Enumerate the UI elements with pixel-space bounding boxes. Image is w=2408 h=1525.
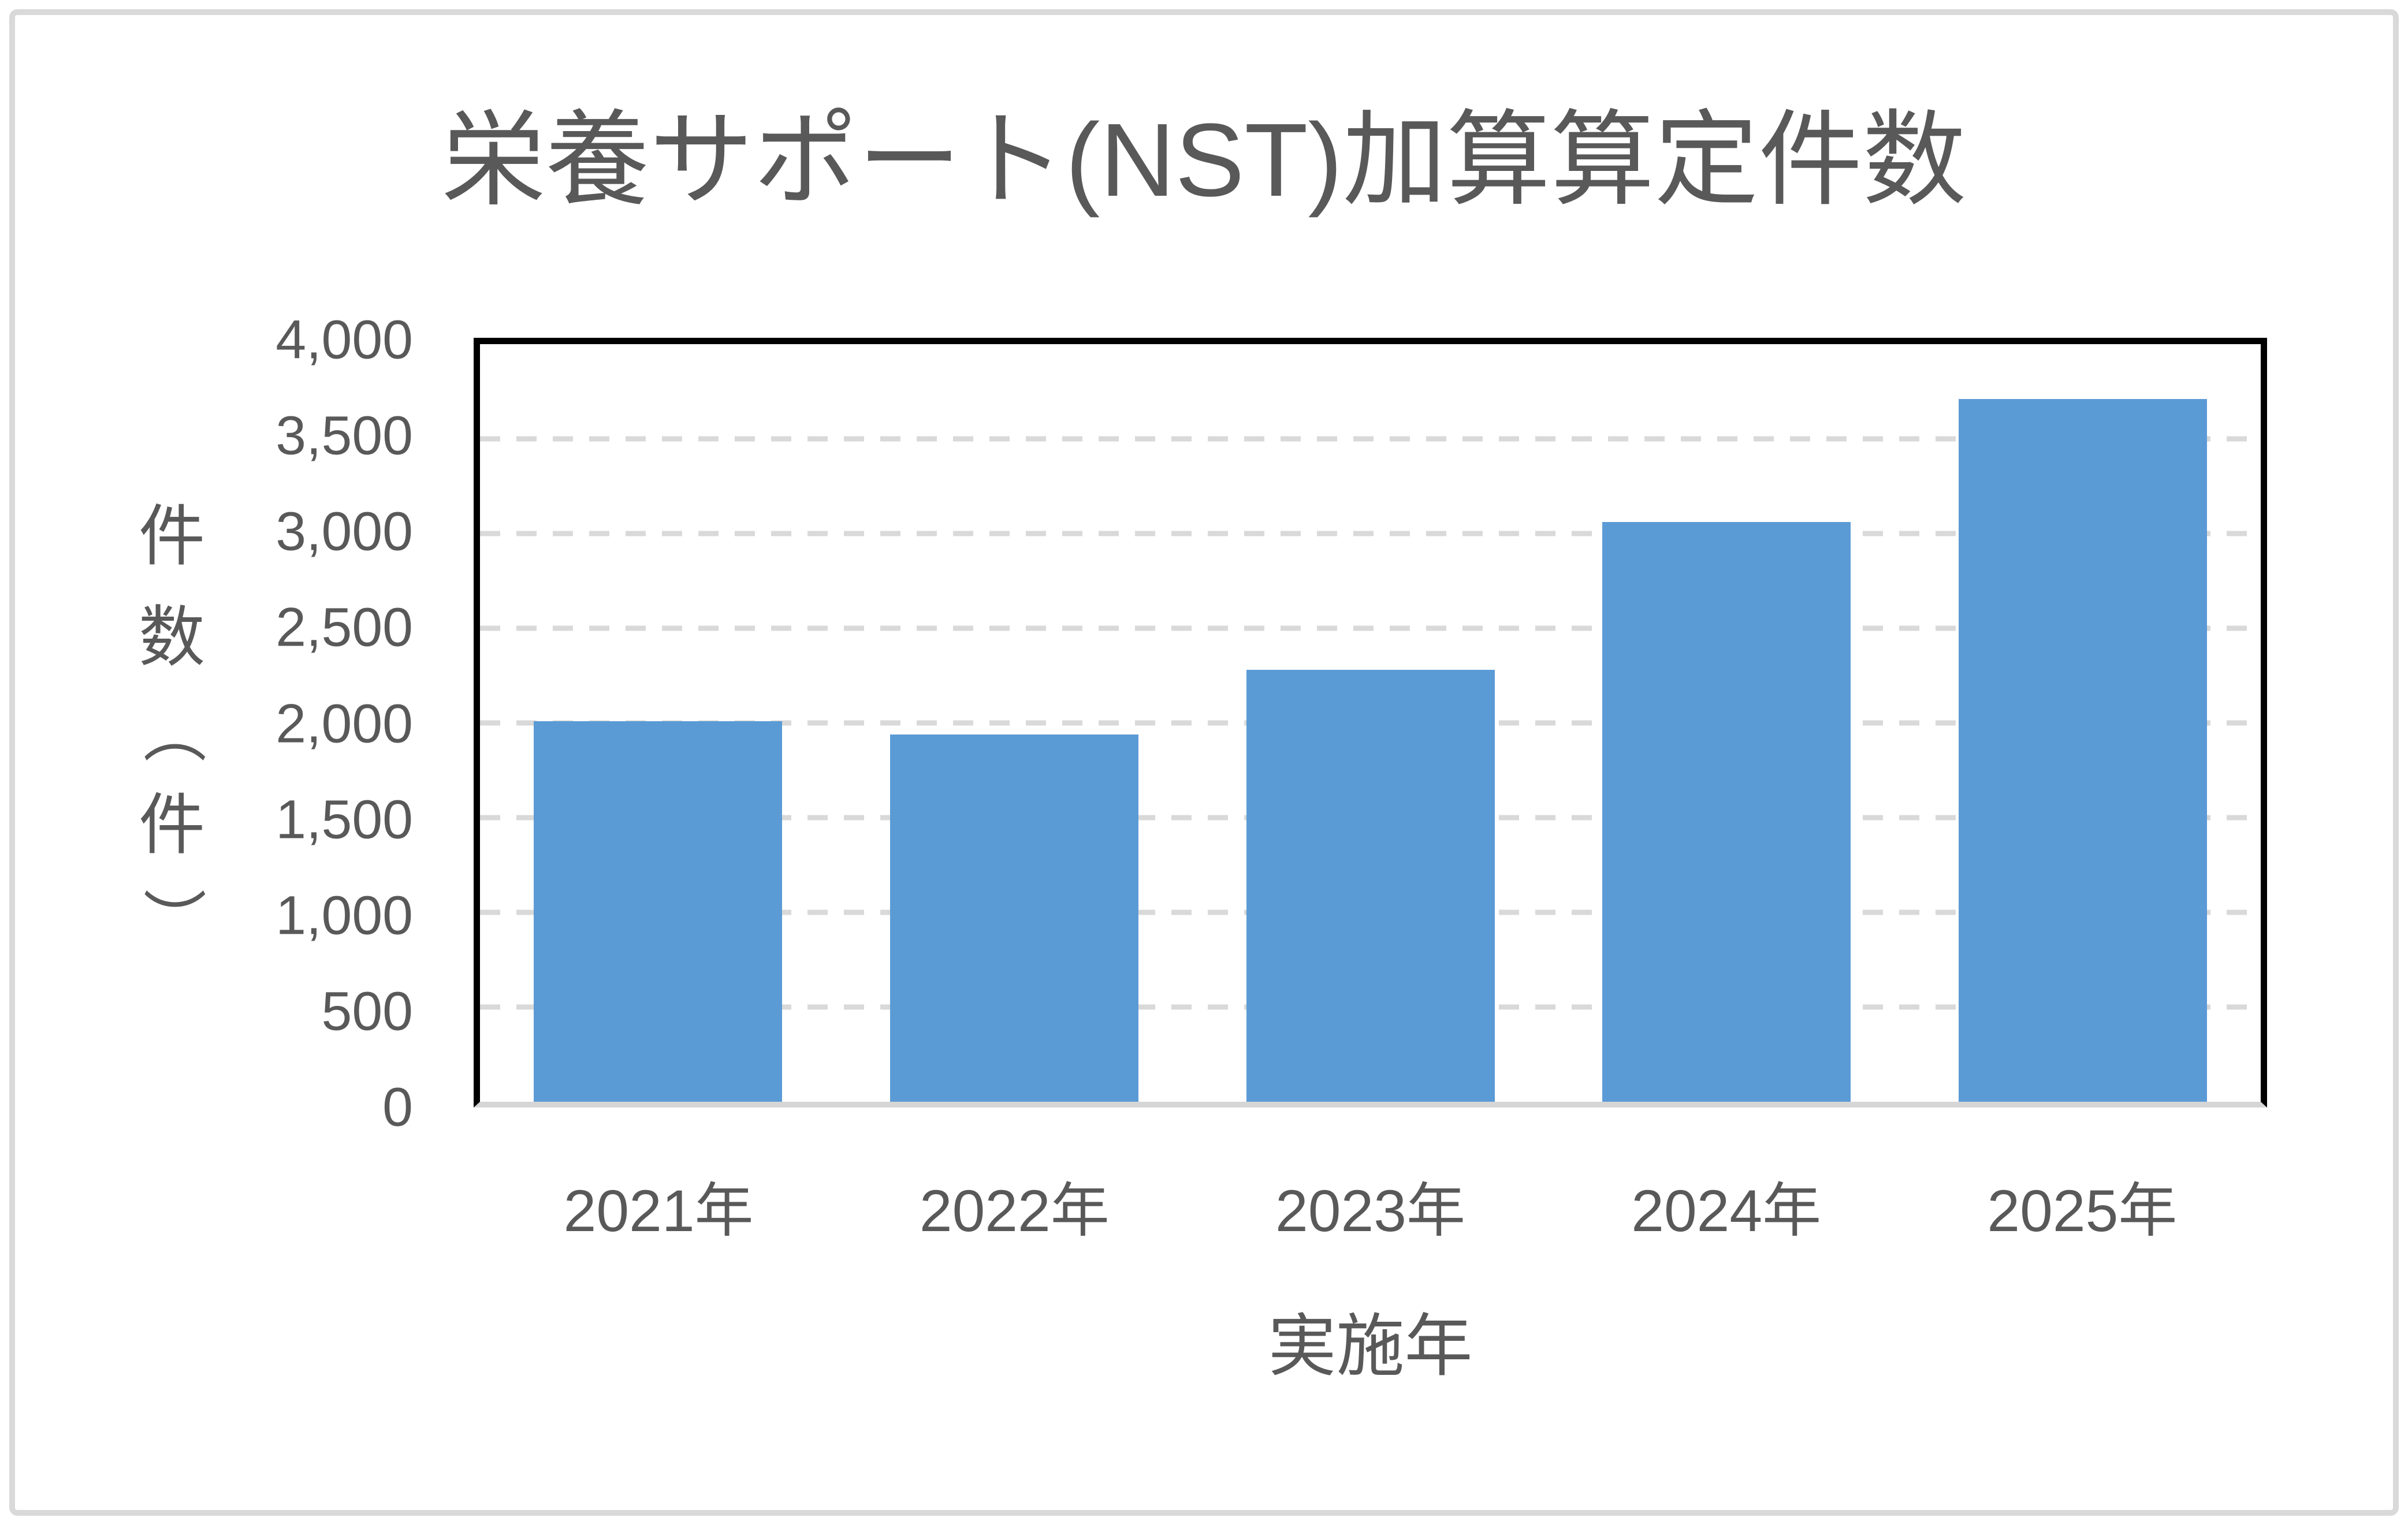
y-axis-title-char: 数 [138, 601, 205, 674]
gridline [480, 625, 2261, 631]
chart-title: 栄養サポート(NST)加算算定件数 [441, 102, 1967, 218]
y-axis-tick: 2,500 [276, 596, 413, 658]
y-axis-tick: 1,000 [276, 885, 413, 946]
x-axis-label: 2024年 [1631, 1178, 1822, 1244]
y-axis-tick: 500 [321, 980, 413, 1042]
y-axis-title-char: 件 [138, 788, 205, 862]
y-axis-tick: 1,500 [276, 789, 413, 851]
plot-area [474, 338, 2267, 1108]
bar [1246, 670, 1495, 1102]
x-axis-label: 2022年 [919, 1178, 1110, 1244]
x-axis-label: 2025年 [1987, 1178, 2178, 1244]
y-axis-tick: 4,000 [276, 309, 413, 371]
bar [534, 721, 783, 1102]
y-axis-tick: 2,000 [276, 693, 413, 754]
x-axis-title: 実施年 [1268, 1308, 1473, 1385]
x-axis-category-labels: 2021年 2022年 2023年 2024年 2025年 [481, 1173, 2260, 1248]
y-axis-title-char: 件 [138, 499, 205, 573]
y-axis-tick: 3,500 [276, 405, 413, 467]
y-axis-title: 件数（件） [130, 499, 214, 952]
gridline [480, 436, 2261, 442]
bar [889, 734, 1138, 1102]
y-axis-tick: 0 [382, 1076, 413, 1138]
chart-outer-border [9, 9, 2399, 1516]
y-axis-tick-labels: 4,000 3,500 3,000 2,500 2,000 1,500 1,000 500 0 [116, 312, 413, 1135]
gridline [480, 531, 2261, 536]
bar [1958, 399, 2207, 1102]
x-axis-label: 2021年 [563, 1178, 754, 1244]
bar [1602, 522, 1851, 1102]
plot-inner [480, 344, 2261, 1102]
x-axis-label: 2023年 [1275, 1178, 1465, 1244]
y-axis-tick: 3,000 [276, 501, 413, 562]
